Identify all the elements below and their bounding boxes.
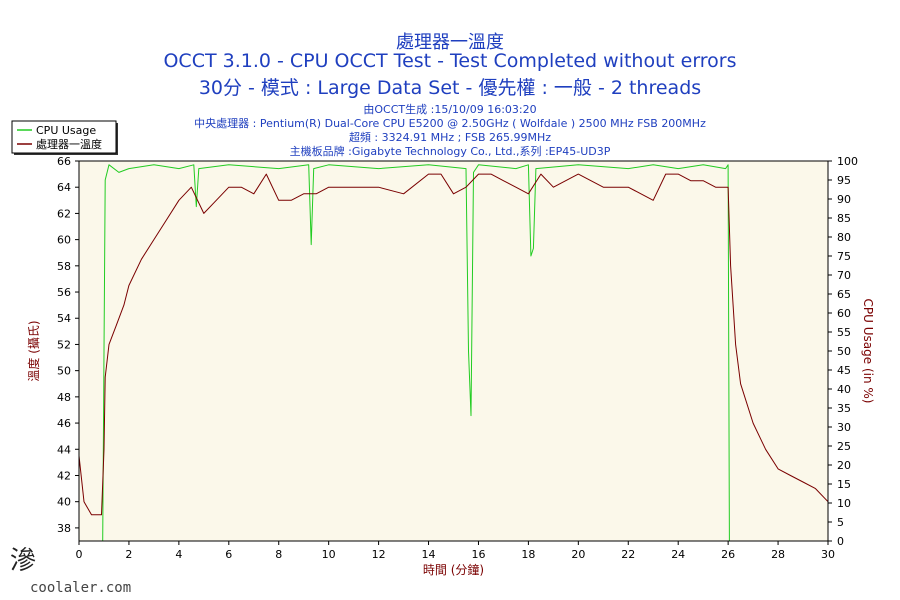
- x-tick-label: 22: [621, 548, 635, 561]
- x-tick-label: 10: [322, 548, 336, 561]
- x-tick-label: 2: [125, 548, 132, 561]
- chart-subtitle-test: OCCT 3.1.0 - CPU OCCT Test - Test Comple…: [163, 50, 737, 72]
- y-right-tick-label: 95: [837, 174, 851, 187]
- y-right-axis-label: CPU Usage (in %): [861, 299, 875, 404]
- y-left-tick-label: 54: [57, 312, 71, 325]
- y-left-tick-label: 50: [57, 365, 71, 378]
- x-axis-label: 時間 (分鐘): [423, 562, 484, 577]
- y-left-tick-label: 46: [57, 417, 71, 430]
- x-tick-label: 18: [521, 548, 535, 561]
- x-tick-label: 16: [471, 548, 485, 561]
- info-cpu: 中央處理器 : Pentium(R) Dual-Core CPU E5200 @…: [194, 117, 706, 130]
- y-right-tick-label: 50: [837, 345, 851, 358]
- y-right-tick-label: 65: [837, 288, 851, 301]
- y-left-tick-label: 56: [57, 286, 71, 299]
- x-tick-label: 6: [225, 548, 232, 561]
- y-left-tick-label: 38: [57, 522, 71, 535]
- x-tick-label: 20: [571, 548, 585, 561]
- y-right-tick-label: 30: [837, 421, 851, 434]
- chart-subtitle-mode: 30分 - 模式 : Large Data Set - 優先權 : 一般 - 2…: [198, 77, 702, 99]
- plot-area: [79, 161, 828, 541]
- x-tick-label: 26: [721, 548, 735, 561]
- x-tick-label: 8: [275, 548, 282, 561]
- y-right-tick-label: 35: [837, 402, 851, 415]
- x-tick-label: 0: [76, 548, 83, 561]
- y-left-tick-label: 52: [57, 338, 71, 351]
- y-left-tick-label: 66: [57, 155, 71, 168]
- y-left-tick-label: 48: [57, 391, 71, 404]
- chart-title: 處理器一溫度: [396, 32, 504, 53]
- legend-entry: CPU Usage: [36, 124, 96, 137]
- y-right-tick-label: 40: [837, 383, 851, 396]
- y-right-tick-label: 45: [837, 364, 851, 377]
- y-right-tick-label: 70: [837, 269, 851, 282]
- y-right-tick-label: 90: [837, 193, 851, 206]
- series-line-temperature: [78, 173, 829, 516]
- y-right-tick-label: 5: [837, 516, 844, 529]
- y-left-tick-label: 42: [57, 469, 71, 482]
- legend-box: [11, 120, 117, 154]
- x-tick-label: 12: [372, 548, 386, 561]
- x-tick-label: 4: [175, 548, 182, 561]
- y-right-tick-label: 20: [837, 459, 851, 472]
- y-left-axis-label: 溫度 (攝氏): [26, 320, 41, 381]
- y-left-tick-label: 64: [57, 181, 71, 194]
- info-overclock: 超頻 : 3324.91 MHz ; FSB 265.99MHz: [348, 131, 552, 144]
- y-right-tick-label: 85: [837, 212, 851, 225]
- y-left-tick-label: 60: [57, 234, 71, 247]
- series-line-cpu-usage: [79, 164, 828, 542]
- y-right-tick-label: 80: [837, 231, 851, 244]
- x-tick-label: 30: [821, 548, 835, 561]
- y-right-tick-label: 100: [837, 155, 858, 168]
- x-tick-label: 24: [671, 548, 685, 561]
- watermark-glyph: 滲: [10, 546, 37, 576]
- y-left-tick-label: 58: [57, 260, 71, 273]
- info-generated: 由OCCT生成 :15/10/09 16:03:20: [363, 103, 537, 116]
- y-left-tick-label: 40: [57, 496, 71, 509]
- y-right-tick-label: 75: [837, 250, 851, 263]
- y-right-tick-label: 25: [837, 440, 851, 453]
- x-tick-label: 14: [422, 548, 436, 561]
- y-right-tick-label: 60: [837, 307, 851, 320]
- y-right-tick-label: 10: [837, 497, 851, 510]
- y-left-tick-label: 44: [57, 443, 71, 456]
- y-right-tick-label: 0: [837, 535, 844, 548]
- x-tick-label: 28: [771, 548, 785, 561]
- y-right-tick-label: 15: [837, 478, 851, 491]
- legend-entry: 處理器一溫度: [36, 137, 102, 151]
- y-left-tick-label: 62: [57, 207, 71, 220]
- watermark-text: coolaler.com: [30, 580, 132, 596]
- y-right-tick-label: 55: [837, 326, 851, 339]
- info-motherboard: 主機板品牌 :Gigabyte Technology Co., Ltd.,系列 …: [289, 145, 611, 158]
